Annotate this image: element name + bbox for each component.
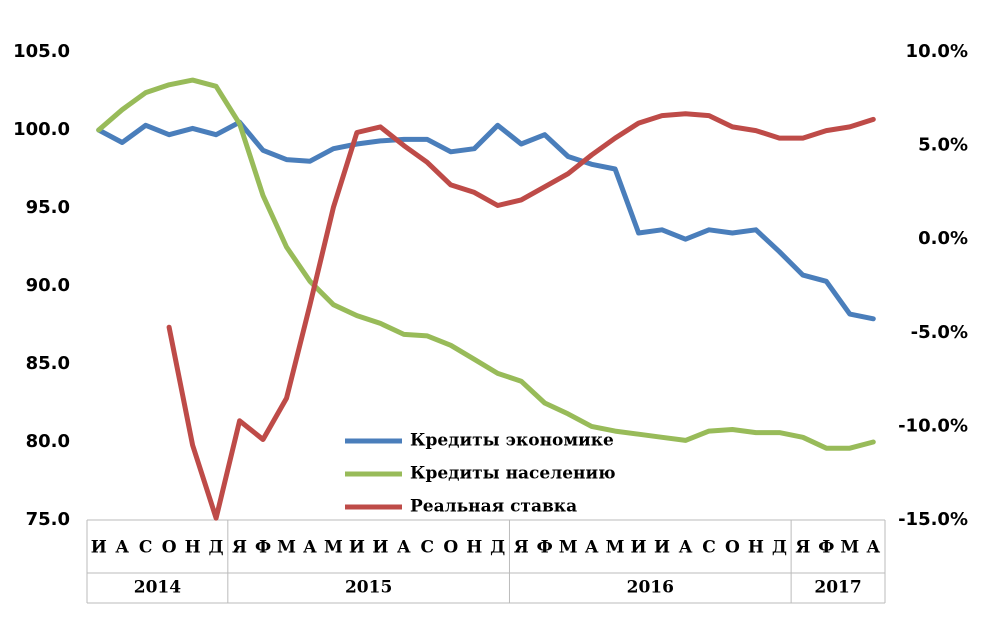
y-tick-label: 90.0 (26, 275, 70, 296)
x-tick-label: А (115, 538, 129, 558)
y2-tick-label: -10.0% (898, 415, 968, 436)
x-tick-label: О (725, 538, 740, 558)
x-group-label: 2014 (134, 578, 181, 598)
x-tick-label: Н (466, 538, 482, 558)
legend-label: Кредиты экономике (410, 431, 614, 451)
x-tick-label: О (162, 538, 177, 558)
x-group-label: 2016 (627, 578, 674, 598)
legend-label: Кредиты населению (410, 464, 616, 484)
y-tick-label: 105.0 (13, 41, 70, 62)
y-tick-label: 75.0 (26, 509, 70, 530)
x-tick-label: А (866, 538, 880, 558)
x-tick-label: И (631, 538, 647, 558)
x-group-label: 2017 (814, 578, 861, 598)
y2-tick-label: -15.0% (898, 509, 968, 530)
x-tick-label: И (654, 538, 670, 558)
x-group-label: 2015 (345, 578, 392, 598)
y2-tick-label: 5.0% (918, 135, 968, 156)
x-tick-label: Н (748, 538, 764, 558)
x-tick-label: И (349, 538, 365, 558)
y-tick-label: 80.0 (26, 431, 70, 452)
y2-tick-label: -5.0% (911, 322, 968, 343)
x-tick-label: Ф (537, 538, 553, 558)
x-tick-label: М (606, 538, 625, 558)
y2-tick-label: 10.0% (906, 41, 968, 62)
x-tick-label: А (585, 538, 599, 558)
x-tick-label: Ф (255, 538, 271, 558)
x-tick-label: О (443, 538, 458, 558)
x-tick-label: Д (490, 538, 505, 558)
x-tick-label: А (679, 538, 693, 558)
x-tick-label: И (372, 538, 388, 558)
legend-label: Реальная ставка (410, 497, 577, 517)
x-tick-label: С (139, 538, 153, 558)
line-series (166, 111, 876, 521)
x-tick-label: С (421, 538, 435, 558)
x-tick-label: М (324, 538, 343, 558)
y-tick-label: 85.0 (26, 353, 70, 374)
x-tick-label: М (277, 538, 296, 558)
x-tick-label: Н (185, 538, 201, 558)
y2-tick-label: 0.0% (918, 228, 968, 249)
x-tick-label: Ф (818, 538, 834, 558)
line-series (96, 119, 876, 322)
line-series (96, 77, 876, 451)
y-tick-label: 100.0 (13, 119, 70, 140)
x-tick-label: И (91, 538, 107, 558)
x-tick-label: А (397, 538, 411, 558)
x-tick-label: С (702, 538, 716, 558)
x-tick-label: Д (772, 538, 787, 558)
x-tick-label: М (559, 538, 578, 558)
x-tick-label: Д (209, 538, 224, 558)
x-tick-label: Я (232, 538, 247, 558)
x-tick-label: А (303, 538, 317, 558)
x-tick-label: Я (514, 538, 529, 558)
x-tick-label: Я (795, 538, 810, 558)
x-tick-label: М (840, 538, 859, 558)
y-tick-label: 95.0 (26, 197, 70, 218)
